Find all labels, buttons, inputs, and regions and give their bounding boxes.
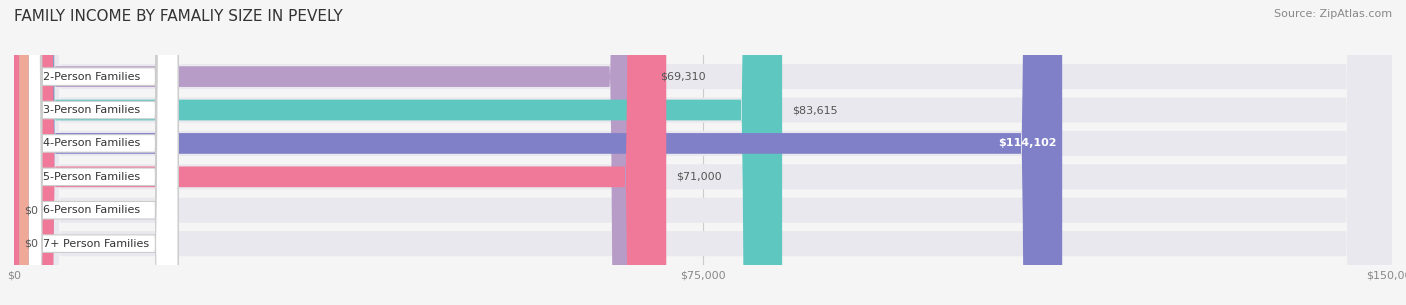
Text: 5-Person Families: 5-Person Families [44,172,141,182]
Text: 6-Person Families: 6-Person Families [44,205,141,215]
FancyBboxPatch shape [20,0,28,305]
FancyBboxPatch shape [14,0,1392,305]
Text: $0: $0 [24,239,38,249]
Text: Source: ZipAtlas.com: Source: ZipAtlas.com [1274,9,1392,19]
Text: $69,310: $69,310 [661,72,706,82]
FancyBboxPatch shape [14,0,651,305]
FancyBboxPatch shape [20,0,28,305]
FancyBboxPatch shape [20,0,28,305]
FancyBboxPatch shape [20,0,28,305]
FancyBboxPatch shape [20,0,179,305]
FancyBboxPatch shape [20,0,28,305]
Text: 7+ Person Families: 7+ Person Families [44,239,149,249]
FancyBboxPatch shape [14,0,1392,305]
FancyBboxPatch shape [14,0,1392,305]
FancyBboxPatch shape [14,0,1392,305]
FancyBboxPatch shape [20,0,179,305]
Text: 4-Person Families: 4-Person Families [44,138,141,149]
Text: 2-Person Families: 2-Person Families [44,72,141,82]
FancyBboxPatch shape [20,0,179,305]
Text: 3-Person Families: 3-Person Families [44,105,141,115]
Text: $71,000: $71,000 [676,172,721,182]
FancyBboxPatch shape [14,0,1062,305]
FancyBboxPatch shape [20,0,179,305]
FancyBboxPatch shape [20,0,28,305]
FancyBboxPatch shape [14,0,782,305]
FancyBboxPatch shape [20,0,179,305]
Text: $114,102: $114,102 [998,138,1057,149]
Text: $0: $0 [24,205,38,215]
FancyBboxPatch shape [14,0,666,305]
Text: $83,615: $83,615 [792,105,838,115]
FancyBboxPatch shape [20,0,179,305]
Text: FAMILY INCOME BY FAMALIY SIZE IN PEVELY: FAMILY INCOME BY FAMALIY SIZE IN PEVELY [14,9,343,24]
FancyBboxPatch shape [14,0,1392,305]
FancyBboxPatch shape [14,0,1392,305]
